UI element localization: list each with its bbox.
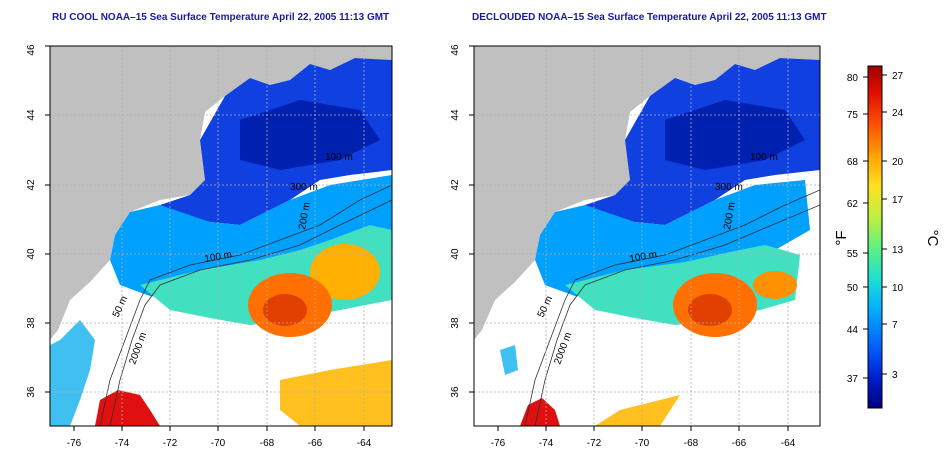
lat-tick: 44	[450, 109, 461, 121]
lon-tick: -72	[587, 438, 602, 449]
lon-tick: -74	[115, 438, 130, 449]
graticule	[50, 46, 392, 426]
contour-label: 100 m	[750, 152, 778, 163]
lat-tick: 46	[450, 44, 461, 56]
lat-tick: 38	[26, 317, 37, 329]
lon-tick: -68	[684, 438, 699, 449]
cold-core	[240, 100, 380, 170]
land-mass	[474, 46, 820, 340]
lon-tick: -70	[211, 438, 226, 449]
graticule	[474, 46, 820, 426]
fahrenheit-tick: 62	[847, 199, 859, 210]
lat-tick: 36	[450, 386, 461, 398]
fahrenheit-tick: 50	[847, 283, 859, 294]
celsius-tick: 3	[892, 370, 898, 381]
celsius-tick: 17	[892, 195, 904, 206]
lon-tick: -72	[163, 438, 178, 449]
contour-label: 100 m	[325, 152, 353, 163]
cold-core	[665, 100, 805, 170]
lon-tick: -74	[539, 438, 554, 449]
gulf-stream-hot	[520, 398, 560, 426]
contour-label: 200 m	[722, 201, 738, 230]
fahrenheit-unit-label: °F	[833, 230, 850, 245]
celsius-unit-label: °C	[924, 230, 941, 247]
lon-tick: -68	[260, 438, 275, 449]
celsius-tick: 24	[892, 108, 904, 119]
sst-map-declouded: 50 m 2000 m 100 m 200 m 300 m 100 m -76 …	[450, 44, 821, 449]
celsius-tick: 20	[892, 157, 904, 168]
inshore-water	[50, 320, 95, 426]
panel-1-title: RU COOL NOAA–15 Sea Surface Temperature …	[52, 12, 390, 23]
lat-tick: 36	[26, 386, 37, 398]
celsius-tick: 10	[892, 283, 904, 294]
lon-tick: -66	[308, 438, 323, 449]
lat-tick: 42	[450, 179, 461, 191]
fahrenheit-tick: 44	[847, 325, 859, 336]
gulf-stream-water	[595, 395, 680, 426]
bathymetry-contour	[534, 204, 820, 426]
contour-label: 200 m	[297, 201, 313, 230]
gulf-stream-water	[280, 360, 392, 426]
lon-tick: -76	[491, 438, 506, 449]
lon-tick: -66	[732, 438, 747, 449]
lat-tick: 42	[26, 179, 37, 191]
contour-label: 100 m	[204, 249, 233, 265]
panel-2-title: DECLOUDED NOAA–15 Sea Surface Temperatur…	[472, 12, 827, 23]
shelf-water	[535, 180, 810, 300]
map-frame	[49, 45, 393, 427]
contour-label: 100 m	[629, 249, 658, 265]
celsius-tick: 27	[892, 71, 904, 82]
lon-tick: -64	[357, 438, 372, 449]
gulf-stream-hot	[95, 390, 160, 426]
bathymetry-contour	[109, 199, 392, 426]
warm-ring-east	[310, 244, 380, 300]
lat-tick: 44	[26, 109, 37, 121]
fahrenheit-tick: 75	[847, 110, 859, 121]
sst-map-cloudy: 50 m 2000 m 100 m 200 m 300 m 100 m -76 …	[26, 44, 393, 449]
map-frame	[473, 45, 821, 427]
warm-ring-east	[753, 271, 797, 299]
celsius-tick: 13	[892, 245, 904, 256]
temperature-colorbar: 80 75 68 62 55 50 44 37 27 24 20 17 13 1…	[833, 65, 941, 409]
lat-tick: 40	[26, 248, 37, 260]
fahrenheit-tick: 80	[847, 73, 859, 84]
contour-label: 300 m	[290, 182, 318, 193]
lon-tick: -64	[781, 438, 796, 449]
fahrenheit-tick: 55	[847, 249, 859, 260]
colorbar-gradient	[867, 65, 883, 409]
bathymetry-contour	[99, 184, 392, 426]
lat-tick: 38	[450, 317, 461, 329]
celsius-tick: 7	[892, 320, 898, 331]
lon-tick: -76	[67, 438, 82, 449]
fahrenheit-tick: 68	[847, 157, 859, 168]
contour-label: 300 m	[715, 182, 743, 193]
lat-tick: 46	[26, 44, 37, 56]
lat-tick: 40	[450, 248, 461, 260]
land-mass	[50, 46, 392, 340]
inshore-water	[500, 345, 518, 375]
lon-tick: -70	[635, 438, 650, 449]
bathymetry-contour	[524, 189, 820, 426]
fahrenheit-tick: 37	[847, 374, 859, 385]
